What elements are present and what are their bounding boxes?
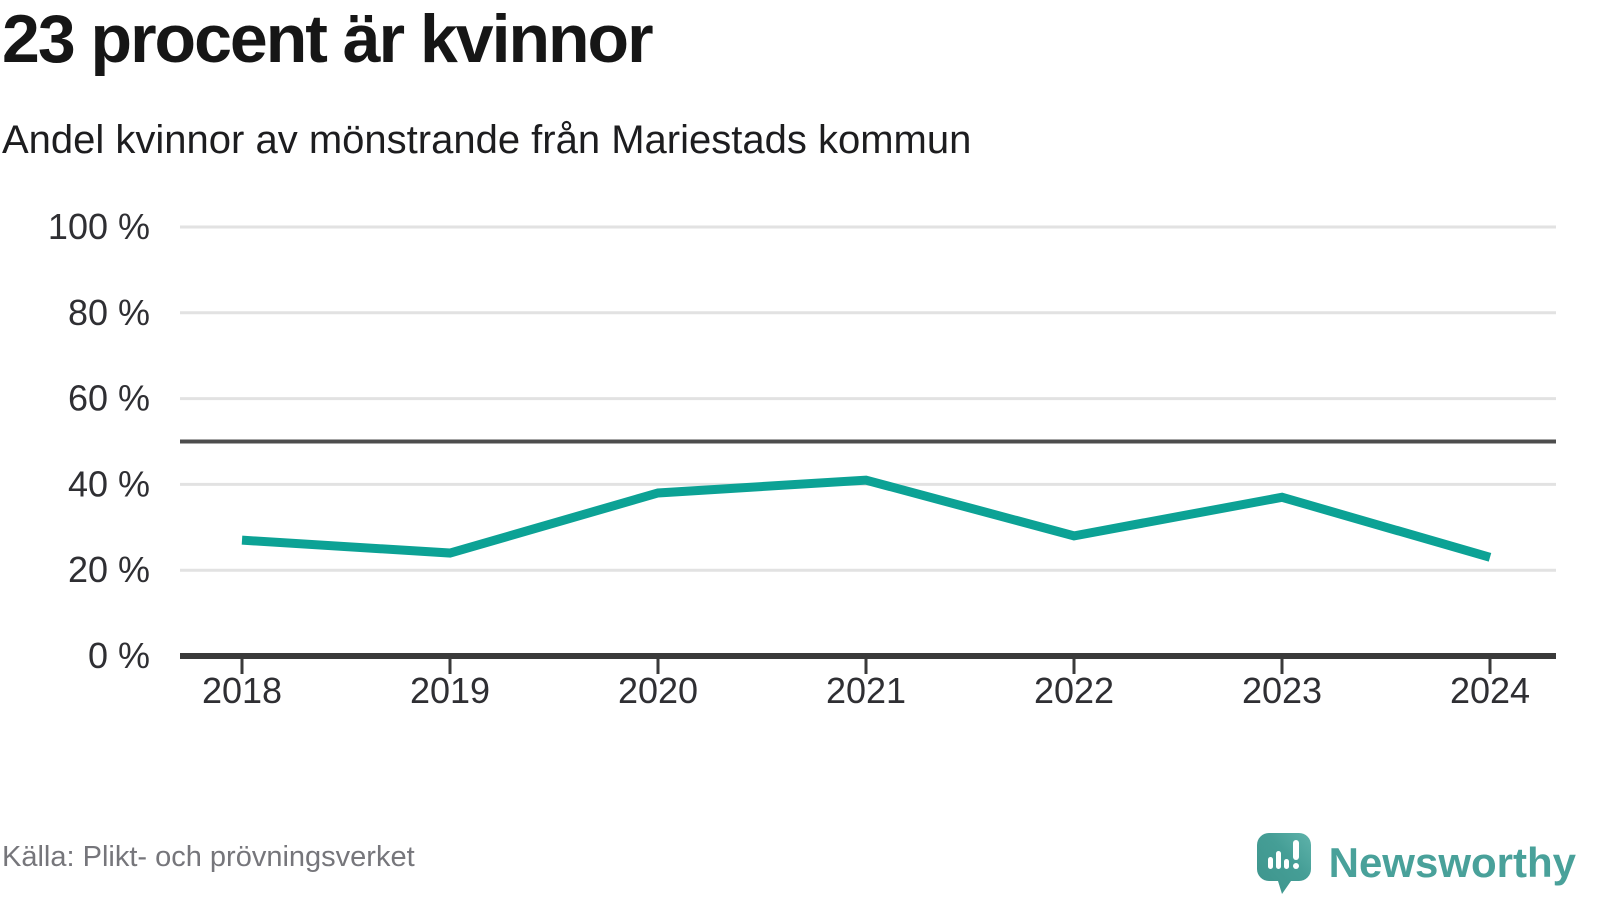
data-line bbox=[241, 475, 1492, 562]
y-tick-label: 20 % bbox=[68, 549, 150, 590]
x-tick-label: 2019 bbox=[410, 670, 490, 711]
gridlines bbox=[180, 225, 1556, 572]
chart-title: 23 procent är kvinnor bbox=[2, 1, 654, 77]
x-tick-label: 2018 bbox=[202, 670, 282, 711]
newsworthy-logo-icon bbox=[1256, 833, 1311, 894]
x-tick-label: 2023 bbox=[1242, 670, 1322, 711]
y-tick-label: 40 % bbox=[68, 463, 150, 504]
brand-lockup: Newsworthy bbox=[1256, 832, 1576, 894]
axis-labels: 0 % 20 % 40 % 60 % 80 % 100 % 2018 2019 2020 2021… bbox=[48, 206, 1530, 711]
data-line-group bbox=[241, 475, 1492, 562]
x-tick-label: 2020 bbox=[618, 670, 698, 711]
y-tick-label: 0 % bbox=[88, 635, 150, 676]
chart-subtitle: Andel kvinnor av mönstrande från Mariest… bbox=[2, 118, 972, 162]
x-axis bbox=[180, 653, 1556, 674]
x-tick-label: 2021 bbox=[826, 670, 906, 711]
y-tick-label: 100 % bbox=[48, 206, 150, 247]
x-tick-label: 2024 bbox=[1450, 670, 1530, 711]
source-note: Källa: Plikt- och prövningsverket bbox=[2, 841, 415, 873]
x-tick-label: 2022 bbox=[1034, 670, 1114, 711]
y-tick-label: 60 % bbox=[68, 378, 150, 419]
brand-wordmark: Newsworthy bbox=[1328, 839, 1576, 886]
y-tick-label: 80 % bbox=[68, 292, 150, 333]
